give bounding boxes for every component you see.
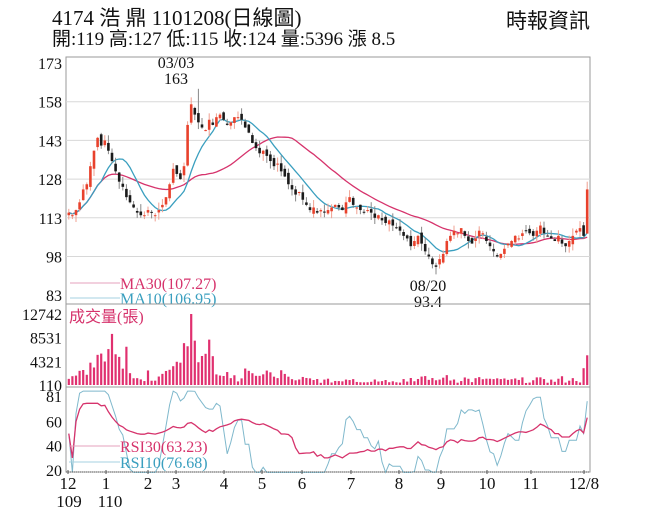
price-tick-label: 158 (38, 95, 62, 112)
volume-tick-label: 4321 (30, 354, 62, 371)
rsi-tick-label: 60 (46, 414, 62, 431)
high-date-annotation: 03/03 (158, 55, 194, 72)
price-tick-label: 83 (46, 288, 62, 305)
high-value-annotation: 163 (164, 71, 188, 88)
candlesticks (67, 88, 589, 275)
price-tick-label: 98 (46, 250, 62, 267)
volume-tick-label: 12742 (22, 307, 62, 324)
month-label: 1 (102, 474, 111, 493)
low-value-annotation: 93.4 (414, 294, 442, 311)
price-axis-labels: 173 158 143 128 113 98 83 (38, 56, 62, 305)
ma10-legend: MA10(106.95) (120, 291, 216, 308)
month-label: 4 (220, 474, 229, 493)
month-label: 5 (258, 474, 267, 493)
volume-title: 成交量(張) (69, 308, 144, 326)
source-brand: 時報資訊 (506, 9, 590, 33)
ma30-legend: MA30(107.27) (120, 276, 216, 293)
rsi10-line (68, 390, 588, 474)
month-label: 7 (347, 474, 356, 493)
rsi-tick-label: 20 (46, 463, 62, 480)
rsi-tick-label: 81 (46, 389, 62, 406)
rsi30-legend: RSI30(63.23) (120, 439, 208, 456)
quote-summary: 開:119 高:127 低:115 收:124 量:5396 漲 8.5 (52, 29, 396, 50)
volume-tick-label: 110 (39, 378, 62, 395)
price-tick-label: 128 (38, 172, 62, 189)
volume-panel: 12742 8531 4321 110 成交量(張) (22, 303, 591, 395)
low-date-annotation: 08/20 (410, 278, 446, 295)
month-label: 11 (523, 474, 539, 493)
ma30-line (68, 136, 588, 246)
month-label: 3 (172, 474, 181, 493)
rsi-panel: 81 60 40 20 RSI30(63.23) RSI10(76.68) (46, 386, 591, 480)
year-label: 110 (98, 492, 123, 511)
rsi-axis-labels: 81 60 40 20 (46, 389, 62, 480)
month-label: 6 (298, 474, 307, 493)
month-label: 12 (60, 474, 77, 493)
rsi-tick-label: 40 (46, 439, 62, 456)
volume-axis-labels: 12742 8531 4321 110 (22, 307, 62, 395)
rsi30-line (68, 402, 588, 459)
price-gridlines (66, 101, 590, 257)
rsi10-legend: RSI10(76.68) (120, 455, 208, 472)
price-tick-label: 143 (38, 133, 62, 150)
price-panel: 173 158 143 128 113 98 83 03/03 163 08/20 93.4… (38, 55, 591, 311)
volume-tick-label: 8531 (30, 331, 62, 348)
month-label: 10 (479, 474, 496, 493)
chart-title: 4174 浩 鼎 1101208(日線圖) (52, 6, 302, 30)
month-label: 8 (395, 474, 404, 493)
volume-bars (67, 314, 589, 385)
month-label: 2 (144, 474, 153, 493)
year-label: 109 (56, 492, 82, 511)
price-tick-label: 173 (38, 56, 62, 73)
month-label: 12/8 (569, 474, 599, 493)
price-tick-label: 113 (39, 211, 62, 228)
month-label: 9 (437, 474, 446, 493)
